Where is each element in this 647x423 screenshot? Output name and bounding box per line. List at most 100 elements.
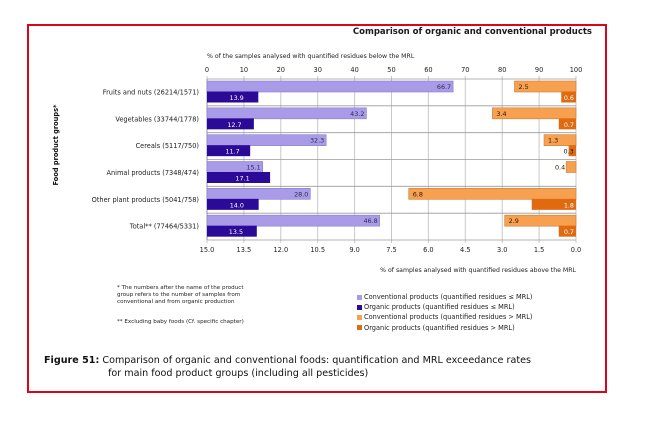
top-tick-label: 20 [277, 66, 285, 74]
data-label: 2.5 [519, 83, 529, 91]
footnote-baby-foods: ** Excluding baby foods (Cf. specific ch… [117, 319, 244, 325]
bars [206, 80, 577, 237]
data-label: 0.7 [564, 121, 574, 129]
data-label: 43.2 [350, 110, 364, 118]
data-label: 66.7 [437, 83, 451, 91]
bar-organic-below-mrl [207, 198, 259, 210]
category-label: Fruits and nuts (26214/1571) [103, 88, 199, 96]
data-label: 13.9 [230, 94, 244, 102]
caption-label: Figure 51: [44, 355, 100, 366]
bar-organic-below-mrl [207, 91, 259, 103]
legend-item: Organic products (quantified residues ≤ … [357, 302, 533, 312]
data-label: 11.7 [225, 148, 239, 156]
y-axis-title: Food product groups* [52, 104, 60, 185]
data-label: 6.8 [413, 190, 423, 198]
footnote-line: * The numbers after the name of the prod… [117, 285, 244, 291]
legend-label: Organic products (quantified residues > … [364, 323, 515, 332]
data-label: 0.4 [555, 164, 565, 172]
bottom-tick-label: 4.5 [460, 246, 471, 254]
bar-organic-below-mrl [207, 172, 271, 183]
bottom-tick-label: 0.0 [571, 246, 582, 254]
data-label: 28.0 [294, 190, 308, 198]
figure-caption: Figure 51: Comparison of organic and con… [44, 354, 531, 380]
top-tick-label: 0 [205, 66, 209, 74]
data-label: 0.3 [564, 148, 574, 156]
grid [206, 76, 577, 243]
category-label: Animal products (7348/474) [106, 169, 199, 177]
data-label: 32.3 [310, 137, 324, 145]
chart-title: Comparison of organic and conventional p… [353, 27, 592, 37]
data-labels: 66.7 13.9 2.5 0.6 43.2 12.7 3.4 0.7 32.3 11.7 1.3 0… [225, 83, 574, 236]
footnote-line: conventional and from organic production [117, 299, 235, 306]
legend-item: Conventional products (quantified residu… [357, 312, 533, 322]
data-label: 14.0 [230, 201, 244, 209]
bar-organic-above-mrl [561, 91, 576, 103]
legend-label: Conventional products (quantified residu… [364, 293, 533, 301]
bottom-tick-label: 1.5 [534, 246, 545, 254]
bar-organic-above-mrl [568, 145, 576, 157]
legend-swatch [357, 315, 362, 320]
bar-conventional-above-mrl [492, 107, 577, 120]
data-label: 46.8 [363, 217, 377, 225]
top-axis-ticks: 0 10 20 30 40 50 60 70 80 90 100 [205, 66, 582, 74]
top-tick-label: 60 [424, 66, 432, 74]
bar-conventional-above-mrl [514, 80, 577, 93]
data-label: 1.8 [564, 201, 574, 209]
bar-organic-above-mrl [558, 225, 576, 237]
top-tick-label: 70 [461, 66, 469, 74]
data-label: 12.7 [227, 121, 241, 129]
top-tick-label: 40 [350, 66, 358, 74]
legend-swatch [357, 294, 362, 300]
bar-conventional-below-mrl [206, 80, 454, 93]
bar-conventional-below-mrl [206, 214, 380, 227]
bottom-tick-label: 3.0 [497, 246, 508, 254]
footnote-samples: * The numbers after the name of the prod… [117, 285, 244, 307]
category-label: Other plant products (5041/758) [92, 196, 199, 204]
bar-conventional-above-mrl [543, 134, 577, 146]
bottom-axis-ticks: 15.0 13.5 12.0 10.5 9.0 7.5 6.0 4.5 3.0 1.5 0.0 [200, 246, 582, 254]
data-label: 17.1 [235, 175, 249, 183]
bar-conventional-below-mrl [206, 107, 367, 120]
legend-item: Conventional products (quantified residu… [357, 292, 533, 302]
legend-swatch [357, 325, 362, 331]
legend-item: Organic products (quantified residues > … [357, 323, 533, 333]
bar-organic-below-mrl [207, 225, 257, 237]
category-label: Vegetables (33744/1778) [115, 115, 199, 123]
bar-organic-below-mrl [207, 118, 254, 130]
bar-conventional-above-mrl [565, 161, 577, 173]
top-tick-label: 90 [535, 66, 543, 74]
legend-swatch [357, 304, 362, 310]
bar-organic-below-mrl [207, 145, 251, 157]
bottom-tick-label: 6.0 [423, 246, 434, 254]
data-label: 1.3 [548, 137, 558, 145]
data-label: 0.6 [564, 94, 574, 102]
category-label: Cereals (5117/750) [136, 142, 199, 150]
bottom-axis-title: % of samples analysed with quantified re… [380, 267, 576, 274]
bar-organic-above-mrl [531, 198, 576, 210]
caption-text-line1: Comparison of organic and conventional f… [102, 355, 531, 366]
bottom-tick-label: 15.0 [200, 246, 215, 254]
bar-conventional-below-mrl [206, 134, 327, 146]
data-label: 15.1 [246, 164, 260, 172]
top-tick-label: 30 [314, 66, 322, 74]
caption-text-line2: for main food product groups (including … [108, 368, 369, 379]
top-tick-label: 100 [570, 66, 583, 74]
bottom-tick-label: 9.0 [349, 246, 360, 254]
data-label: 2.9 [509, 217, 519, 225]
bottom-tick-label: 7.5 [386, 246, 397, 254]
data-label: 13.5 [229, 228, 243, 236]
legend: Conventional products (quantified residu… [357, 292, 533, 333]
legend-label: Conventional products (quantified residu… [364, 313, 533, 322]
category-labels: Fruits and nuts (26214/1571) Vegetables (… [92, 88, 199, 230]
top-axis-title: % of the samples analysed with quantifie… [207, 53, 415, 60]
legend-label: Organic products (quantified residues ≤ … [364, 303, 515, 312]
bar-conventional-above-mrl [504, 214, 577, 227]
data-label: 3.4 [496, 110, 506, 118]
bar-organic-above-mrl [558, 118, 576, 130]
bottom-tick-label: 12.0 [273, 246, 288, 254]
bar-conventional-above-mrl [408, 188, 577, 200]
top-tick-label: 10 [240, 66, 248, 74]
footnote-line: group refers to the number of samples fr… [117, 292, 241, 299]
bottom-tick-label: 13.5 [237, 246, 252, 254]
